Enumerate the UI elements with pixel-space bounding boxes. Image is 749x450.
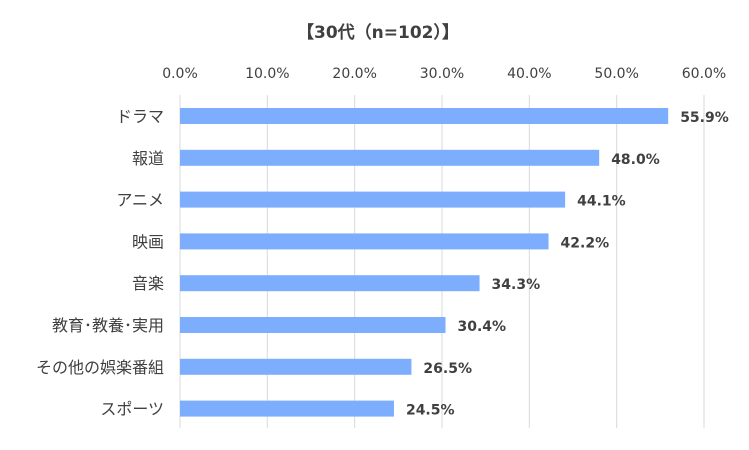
value-label: 24.5% <box>406 403 455 419</box>
category-label: 教育･教養･実用 <box>52 316 164 335</box>
value-label: 44.1% <box>577 194 626 210</box>
category-label: ドラマ <box>116 107 164 126</box>
value-label: 30.4% <box>457 319 506 335</box>
value-labels: 55.9% 48.0% 44.1% 42.2% 34.3% 30.4% 26.5% 24.5% <box>406 110 729 419</box>
value-label: 34.3% <box>492 277 541 293</box>
bar <box>180 191 566 208</box>
bar <box>180 108 669 124</box>
bar <box>180 358 412 375</box>
x-tick-label: 10.0% <box>245 66 289 82</box>
value-label: 48.0% <box>611 152 660 168</box>
x-axis-ticks: 0.0% 10.0% 20.0% 30.0% 40.0% 50.0% 60.0% <box>162 66 726 82</box>
category-label: 音楽 <box>132 274 164 293</box>
x-tick-label: 0.0% <box>162 66 198 82</box>
x-tick-label: 40.0% <box>507 66 551 82</box>
bar <box>180 233 549 250</box>
category-label: スポーツ <box>100 400 164 419</box>
chart-title: 【30代（n=102）】 <box>297 22 459 43</box>
x-tick-label: 60.0% <box>682 66 726 82</box>
value-label: 26.5% <box>423 361 472 377</box>
bar <box>180 275 480 292</box>
grid-lines <box>179 95 705 428</box>
bar <box>180 400 394 417</box>
category-label: その他の娯楽番組 <box>36 358 164 377</box>
category-label: アニメ <box>116 191 164 210</box>
bars <box>180 108 669 417</box>
x-tick-label: 30.0% <box>420 66 464 82</box>
x-tick-label: 20.0% <box>332 66 376 82</box>
category-label: 映画 <box>132 232 164 251</box>
bar <box>180 149 600 166</box>
bar <box>180 317 446 333</box>
x-tick-label: 50.0% <box>594 66 638 82</box>
value-label: 55.9% <box>680 110 729 126</box>
value-label: 42.2% <box>561 235 610 251</box>
category-label: 報道 <box>132 149 164 168</box>
